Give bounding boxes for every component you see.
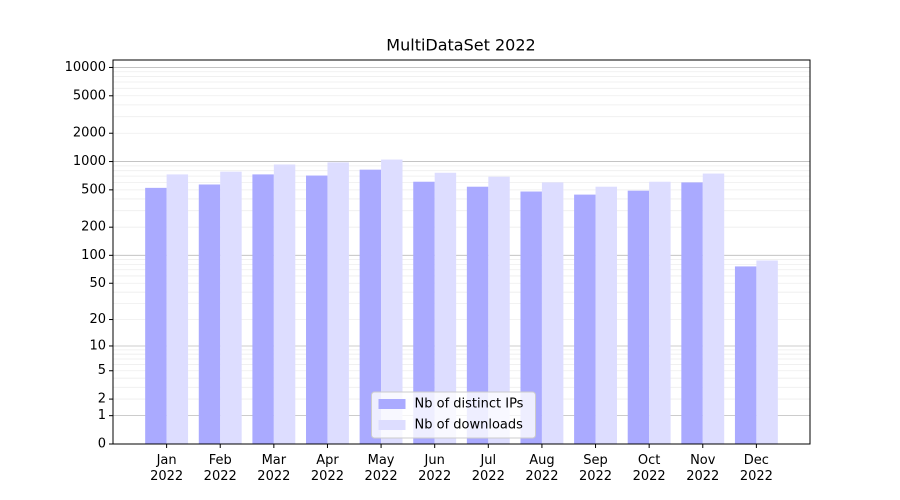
x-tick-label: Feb 2022 bbox=[203, 453, 237, 484]
x-tick-label: Sep 2022 bbox=[578, 453, 613, 484]
bar bbox=[381, 159, 403, 444]
x-tick-label: May 2022 bbox=[364, 453, 398, 484]
x-tick-label: Aug 2022 bbox=[525, 453, 559, 484]
bar bbox=[541, 182, 564, 444]
y-tick-label: 1 bbox=[98, 408, 106, 423]
y-tick-label: 5 bbox=[98, 363, 106, 378]
bar bbox=[166, 174, 189, 444]
y-tick-label: 100 bbox=[81, 248, 106, 263]
bar bbox=[734, 266, 757, 444]
chart-title: MultiDataSet 2022 bbox=[386, 36, 535, 55]
legend-swatch bbox=[378, 399, 406, 409]
x-tick-label: Apr 2022 bbox=[310, 453, 344, 484]
y-tick-label: 1000 bbox=[73, 154, 106, 169]
bar bbox=[434, 172, 457, 444]
bar bbox=[488, 176, 510, 444]
y-tick-label: 2000 bbox=[73, 126, 106, 141]
y-tick-label: 5000 bbox=[73, 88, 106, 103]
x-tick-label: Jun 2022 bbox=[418, 453, 452, 484]
x-tick-label: Jan 2022 bbox=[150, 453, 184, 484]
x-tick-label: Oct 2022 bbox=[632, 453, 666, 484]
y-tick-label: 20 bbox=[89, 312, 106, 327]
y-tick-label: 200 bbox=[81, 220, 106, 235]
bar bbox=[273, 164, 296, 444]
bar bbox=[627, 190, 650, 444]
bar bbox=[574, 194, 596, 444]
y-tick-label: 10000 bbox=[65, 60, 106, 75]
bar bbox=[466, 186, 489, 444]
bar bbox=[327, 162, 349, 444]
bar bbox=[220, 171, 242, 445]
bar bbox=[649, 181, 671, 444]
y-tick-label: 10 bbox=[89, 338, 106, 353]
bar bbox=[198, 184, 221, 444]
bar bbox=[252, 174, 274, 444]
legend-label: Nb of downloads bbox=[415, 418, 524, 433]
y-tick-label: 50 bbox=[89, 276, 106, 291]
bar bbox=[359, 169, 382, 445]
bar bbox=[306, 175, 328, 445]
bar bbox=[520, 191, 542, 444]
x-tick-label: Dec 2022 bbox=[739, 453, 773, 484]
legend-box bbox=[371, 391, 536, 439]
x-tick-label: Mar 2022 bbox=[257, 453, 291, 484]
bar bbox=[595, 186, 617, 444]
bar bbox=[413, 181, 435, 444]
bar bbox=[681, 182, 703, 444]
bar bbox=[756, 260, 778, 444]
x-tick-label: Jul 2022 bbox=[471, 453, 505, 484]
legend-label: Nb of distinct IPs bbox=[415, 397, 524, 412]
y-tick-label: 2 bbox=[98, 392, 106, 407]
legend-swatch bbox=[378, 420, 406, 430]
bar bbox=[145, 187, 167, 444]
bar bbox=[702, 173, 725, 445]
x-tick-label: Nov 2022 bbox=[686, 453, 720, 484]
y-tick-label: 0 bbox=[98, 437, 106, 452]
y-tick-label: 500 bbox=[81, 182, 106, 197]
plot-frame bbox=[112, 59, 811, 445]
